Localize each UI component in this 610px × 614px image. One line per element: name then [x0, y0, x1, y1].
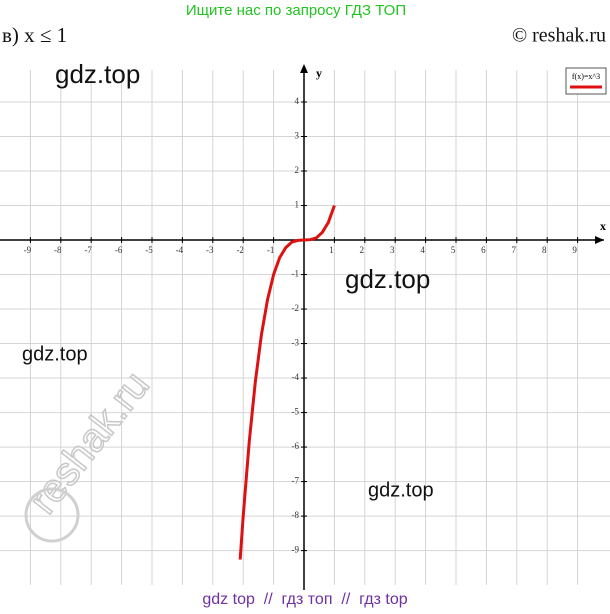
- watermark: gdz.top: [55, 59, 140, 89]
- watermark: gdz.top: [368, 479, 434, 501]
- x-tick-label: -4: [176, 245, 184, 255]
- x-tick-label: -8: [54, 245, 62, 255]
- y-tick-label: 4: [295, 96, 300, 106]
- y-tick-label: 1: [295, 200, 300, 210]
- watermark: reshak.ru: [21, 364, 158, 522]
- y-tick-label: -7: [292, 476, 300, 486]
- legend-label: f(x)=x^3: [572, 72, 600, 81]
- curve: [238, 205, 336, 560]
- x-tick-label: 3: [390, 245, 395, 255]
- y-arrow: [300, 64, 308, 73]
- y-tick-label: -2: [292, 303, 300, 313]
- x-tick-label: 2: [360, 245, 365, 255]
- x-tick-label: -6: [115, 245, 123, 255]
- x-tick-label: -9: [24, 245, 32, 255]
- x-tick-label: -5: [145, 245, 153, 255]
- banner: Ищите нас по запросу ГДЗ ТОП: [186, 2, 406, 19]
- x-tick-label: 5: [451, 245, 456, 255]
- copyright: © reshak.ru: [512, 25, 606, 47]
- x-tick-label: -2: [236, 245, 244, 255]
- x-tick-label: -1: [267, 245, 275, 255]
- y-tick-label: -3: [292, 338, 300, 348]
- y-tick-label: -9: [292, 545, 300, 555]
- y-tick-label: -8: [292, 510, 300, 520]
- y-tick-label: -6: [292, 441, 300, 451]
- x-tick-label: 7: [512, 245, 517, 255]
- y-tick-label: -5: [292, 407, 300, 417]
- x-tick-label: 9: [572, 245, 577, 255]
- x-tick-label: 1: [329, 245, 334, 255]
- watermark: gdz.top: [22, 343, 88, 365]
- x-tick-label: 6: [481, 245, 486, 255]
- y-axis-label: y: [316, 66, 322, 80]
- y-tick-label: 3: [295, 131, 300, 141]
- watermark: gdz.top: [345, 264, 430, 294]
- y-tick-label: -1: [292, 269, 300, 279]
- x-axis-label: x: [600, 219, 606, 233]
- x-tick-label: 8: [542, 245, 547, 255]
- x-tick-label: -3: [206, 245, 214, 255]
- legend-box: [565, 67, 607, 95]
- x-tick-label: 4: [420, 245, 425, 255]
- watermark-circle: [24, 487, 80, 543]
- y-tick-label: 2: [295, 165, 300, 175]
- x-tick-label: -7: [84, 245, 92, 255]
- x-arrow: [595, 236, 604, 245]
- task-label: в) x ≤ 1: [2, 23, 67, 47]
- y-tick-label: -4: [292, 372, 300, 382]
- plot: -9 -8 -7 -6 -5 -4 -3 -2 -1 1 2 3 4 5 6 7 8 9 -9 -8 -7 -6 -5 -4 -…: [0, 64, 610, 590]
- footer: gdz top // гдз топ // гдз top: [202, 591, 407, 608]
